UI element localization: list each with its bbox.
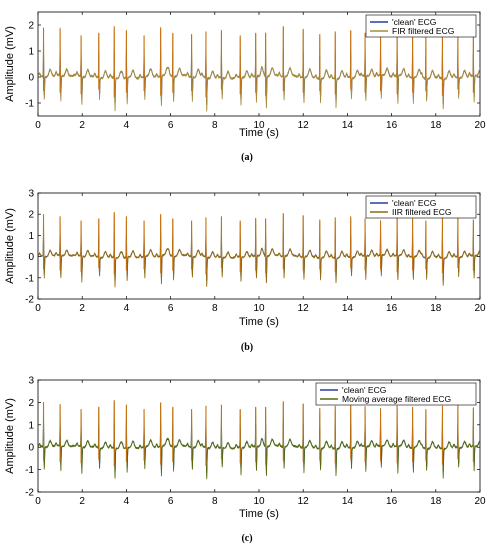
series-group — [38, 212, 480, 288]
x-tick-label: 8 — [212, 120, 218, 131]
y-tick-label: 1 — [28, 47, 34, 58]
y-tick-label: 0 — [28, 73, 34, 84]
y-tick-label: 0 — [28, 252, 34, 263]
panel-caption: (b) — [241, 342, 253, 353]
y-tick-label: -2 — [25, 488, 34, 499]
x-tick-label: 16 — [386, 120, 398, 131]
x-tick-label: 16 — [386, 303, 398, 314]
y-tick-label: 2 — [28, 210, 34, 221]
x-tick-label: 18 — [430, 120, 442, 131]
y-axis-label: Amplitude (mV) — [4, 26, 16, 102]
series-group — [38, 26, 480, 112]
x-axis-label: Time (s) — [239, 316, 279, 328]
x-tick-label: 14 — [342, 120, 354, 131]
legend-box — [365, 195, 477, 219]
x-tick-label: 18 — [430, 303, 442, 314]
x-tick-label: 14 — [342, 303, 354, 314]
y-tick-label: 3 — [28, 376, 34, 387]
series-line-filtered — [38, 401, 480, 480]
panel-caption: (c) — [241, 533, 252, 544]
series-line-filtered — [38, 26, 480, 112]
y-tick-label: 1 — [28, 231, 34, 242]
x-axis-label: Time (s) — [239, 127, 279, 139]
x-tick-label: 12 — [298, 120, 310, 131]
y-tick-label: -1 — [25, 273, 34, 284]
x-tick-label: 10 — [253, 120, 265, 131]
y-axis-label: Amplitude (mV) — [4, 208, 16, 284]
legend-label: 'clean' ECG — [342, 385, 386, 395]
x-tick-label: 10 — [253, 303, 265, 314]
y-axis-label: Amplitude (mV) — [4, 398, 16, 474]
x-tick-label: 6 — [168, 120, 174, 131]
x-tick-label: 12 — [298, 303, 310, 314]
x-tick-label: 6 — [168, 303, 174, 314]
y-tick-label: 3 — [28, 189, 34, 200]
x-tick-label: 8 — [212, 303, 218, 314]
series-group — [38, 400, 480, 480]
x-tick-label: 2 — [79, 496, 85, 507]
x-tick-label: 18 — [430, 496, 442, 507]
x-tick-label: 20 — [474, 120, 486, 131]
legend-label: 'clean' ECG — [392, 17, 436, 27]
x-tick-label: 6 — [168, 496, 174, 507]
y-tick-label: -1 — [25, 465, 34, 476]
x-tick-label: 20 — [474, 496, 486, 507]
x-tick-label: 0 — [35, 120, 41, 131]
x-tick-label: 4 — [124, 120, 130, 131]
legend-box — [315, 382, 477, 406]
x-tick-label: 2 — [79, 303, 85, 314]
x-axis-label: Time (s) — [239, 508, 279, 520]
x-tick-label: 20 — [474, 303, 486, 314]
x-tick-label: 14 — [342, 496, 354, 507]
legend-label: 'clean' ECG — [392, 198, 436, 208]
x-tick-label: 16 — [386, 496, 398, 507]
x-tick-label: 0 — [35, 496, 41, 507]
y-tick-label: 1 — [28, 420, 34, 431]
legend-label: Moving average filtered ECG — [342, 394, 451, 404]
series-line-filtered — [38, 213, 480, 288]
x-tick-label: 4 — [124, 496, 130, 507]
y-tick-label: 2 — [28, 398, 34, 409]
x-tick-label: 4 — [124, 303, 130, 314]
legend-label: IIR filtered ECG — [392, 207, 452, 217]
y-tick-label: -1 — [25, 99, 34, 110]
x-tick-label: 8 — [212, 496, 218, 507]
panel-caption: (a) — [241, 152, 253, 163]
y-tick-label: 2 — [28, 21, 34, 32]
y-tick-label: 0 — [28, 443, 34, 454]
x-tick-label: 0 — [35, 303, 41, 314]
x-tick-label: 2 — [79, 120, 85, 131]
legend-label: FIR filtered ECG — [392, 26, 454, 36]
legend-box — [365, 14, 477, 38]
y-tick-label: -2 — [25, 295, 34, 306]
x-tick-label: 10 — [253, 496, 265, 507]
x-tick-label: 12 — [298, 496, 310, 507]
